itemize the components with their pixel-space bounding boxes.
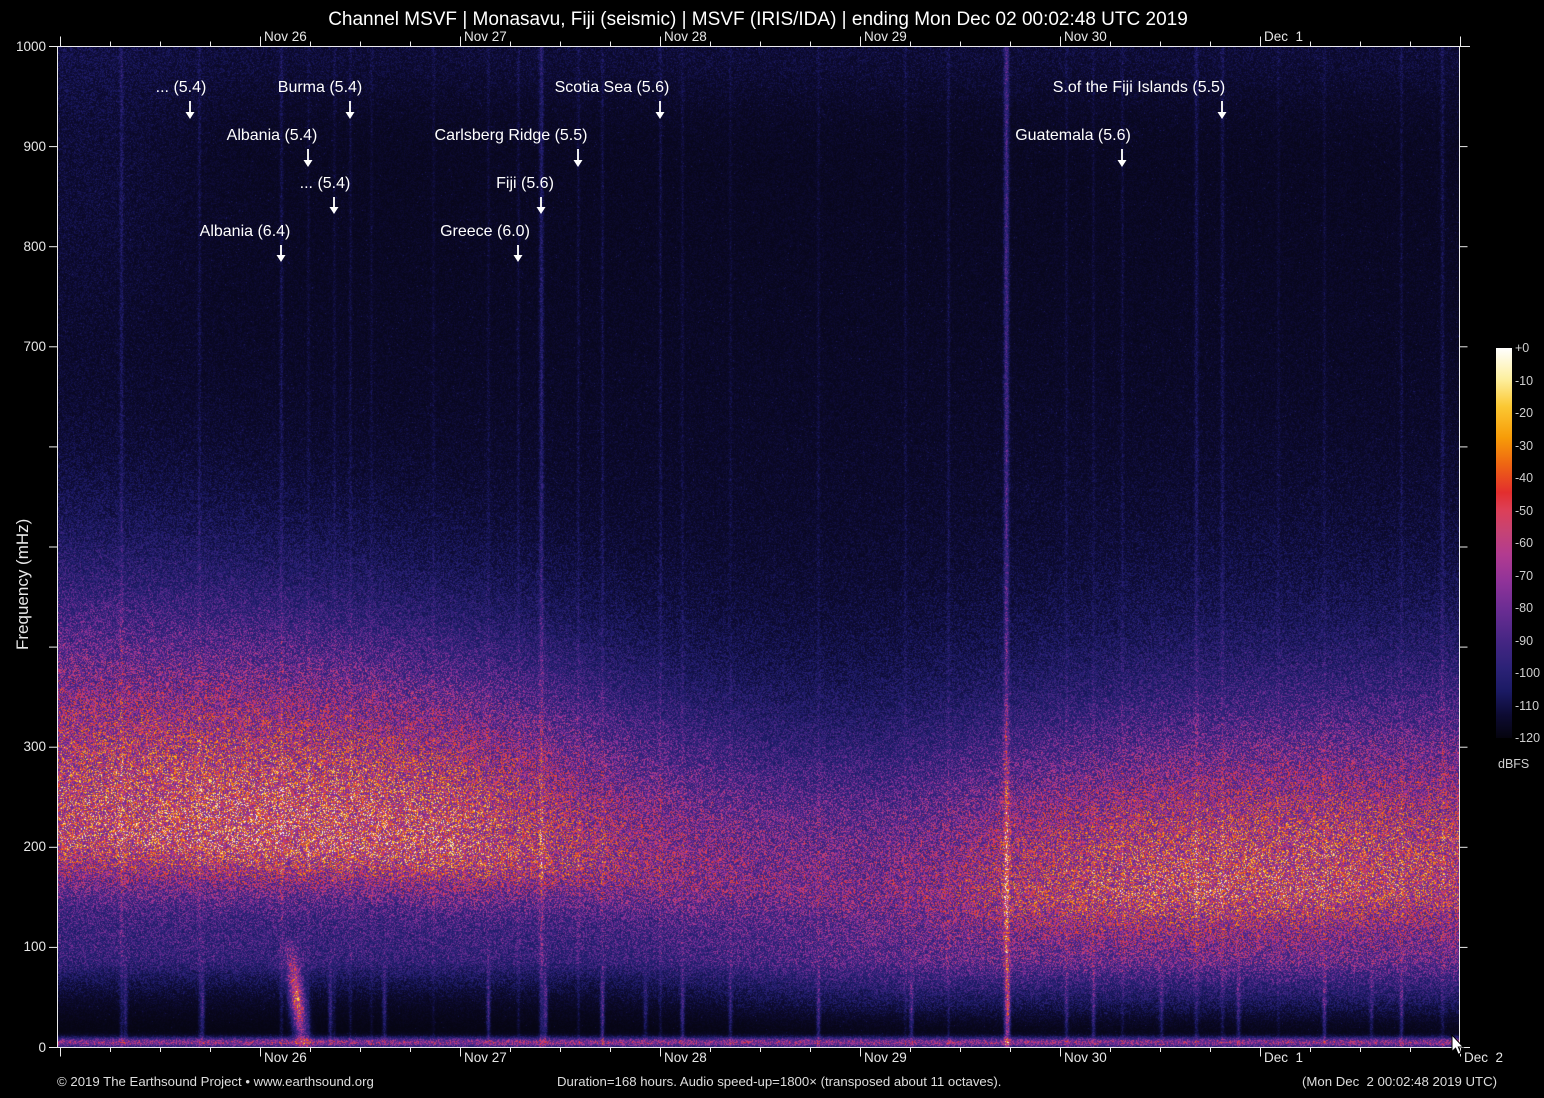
x-axis-date-label-bottom: Nov 28 bbox=[664, 1050, 707, 1065]
event-annotation-label: Fiji (5.6) bbox=[496, 175, 554, 193]
x-axis-date-label-bottom: Nov 26 bbox=[264, 1050, 307, 1065]
y-axis-tick-label: 1000 bbox=[0, 39, 46, 54]
y-axis-title: Frequency (mHz) bbox=[13, 519, 33, 650]
x-axis-date-label-bottom: Nov 30 bbox=[1064, 1050, 1107, 1065]
colorbar-tick-label: -20 bbox=[1515, 406, 1533, 420]
y-axis-tick-label: 300 bbox=[0, 739, 46, 754]
colorbar-tick-label: -60 bbox=[1515, 536, 1533, 550]
event-annotation-label: Albania (6.4) bbox=[200, 223, 291, 241]
y-axis-tick-label: 0 bbox=[0, 1040, 46, 1055]
x-axis-date-label-top: Dec 1 bbox=[1264, 29, 1303, 44]
x-axis-date-label-top: Nov 30 bbox=[1064, 29, 1107, 44]
colorbar-tick-label: -50 bbox=[1515, 504, 1533, 518]
x-axis-date-label-bottom: Dec 1 bbox=[1264, 1050, 1303, 1065]
spectrogram-canvas bbox=[57, 46, 1459, 1047]
x-axis-date-label-bottom: Dec 2 bbox=[1464, 1050, 1503, 1065]
x-axis-date-label-top: Nov 27 bbox=[464, 29, 507, 44]
y-axis-tick-label: 800 bbox=[0, 239, 46, 254]
x-axis-date-label-top: Nov 28 bbox=[664, 29, 707, 44]
footer-duration: Duration=168 hours. Audio speed-up=1800×… bbox=[557, 1074, 1001, 1089]
y-axis-tick-label: 100 bbox=[0, 939, 46, 954]
colorbar-tick-label: -120 bbox=[1515, 731, 1540, 745]
event-annotation-label: Carlsberg Ridge (5.5) bbox=[435, 127, 588, 145]
colorbar-tick-label: -70 bbox=[1515, 569, 1533, 583]
colorbar-unit-label: dBFS bbox=[1498, 757, 1529, 771]
event-annotation-label: ... (5.4) bbox=[156, 79, 207, 97]
colorbar-tick-label: -80 bbox=[1515, 601, 1533, 615]
x-axis-date-label-top: Nov 26 bbox=[264, 29, 307, 44]
event-annotation-label: Burma (5.4) bbox=[278, 79, 362, 97]
x-axis-date-label-top: Nov 29 bbox=[864, 29, 907, 44]
colorbar-tick-label: -100 bbox=[1515, 666, 1540, 680]
colorbar-tick-label: -90 bbox=[1515, 634, 1533, 648]
x-axis-date-label-bottom: Nov 29 bbox=[864, 1050, 907, 1065]
colorbar-tick-label: -10 bbox=[1515, 374, 1533, 388]
y-axis-tick-label: 200 bbox=[0, 839, 46, 854]
event-annotation-label: Greece (6.0) bbox=[440, 223, 530, 241]
chart-title: Channel MSVF | Monasavu, Fiji (seismic) … bbox=[57, 9, 1459, 31]
y-axis-tick-label: 700 bbox=[0, 339, 46, 354]
colorbar bbox=[1496, 348, 1512, 738]
x-axis-date-label-bottom: Nov 27 bbox=[464, 1050, 507, 1065]
colorbar-tick-label: -40 bbox=[1515, 471, 1533, 485]
event-annotation-label: Scotia Sea (5.6) bbox=[555, 79, 670, 97]
page-root: { "title": "Channel MSVF | Monasavu, Fij… bbox=[0, 0, 1544, 1098]
y-axis-tick-label: 900 bbox=[0, 139, 46, 154]
footer-timestamp: (Mon Dec 2 00:02:48 2019 UTC) bbox=[1302, 1074, 1497, 1089]
colorbar-tick-label: -30 bbox=[1515, 439, 1533, 453]
colorbar-tick-label: +0 bbox=[1515, 341, 1529, 355]
colorbar-tick-label: -110 bbox=[1515, 699, 1539, 713]
event-annotation-label: ... (5.4) bbox=[300, 175, 351, 193]
event-annotation-label: S.of the Fiji Islands (5.5) bbox=[1053, 79, 1226, 97]
footer-copyright: © 2019 The Earthsound Project • www.eart… bbox=[57, 1074, 374, 1089]
event-annotation-label: Albania (5.4) bbox=[227, 127, 318, 145]
event-annotation-label: Guatemala (5.6) bbox=[1015, 127, 1131, 145]
